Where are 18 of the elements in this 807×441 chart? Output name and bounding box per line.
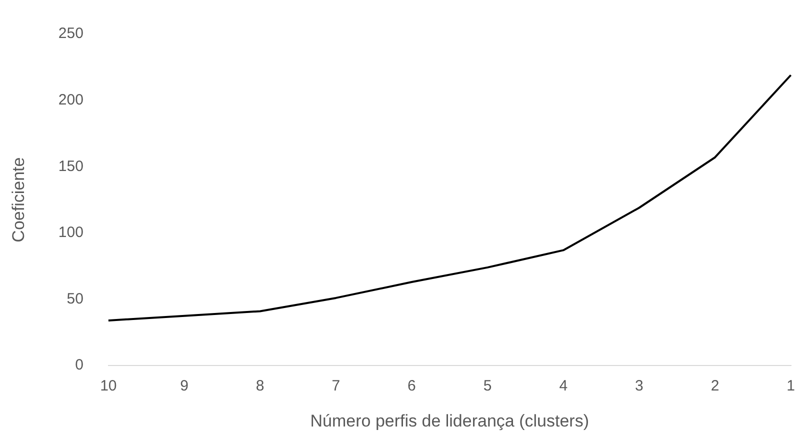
y-tick-label: 50 [66,290,84,308]
y-tick-label: 250 [58,25,84,42]
y-tick-label: 0 [75,356,84,374]
x-axis-title: Número perfis de liderança (clusters) [310,411,589,430]
x-tick-label: 10 [100,378,117,395]
y-axis-title: Coeficiente [8,157,28,242]
x-tick-label: 5 [483,378,492,395]
x-tick-label: 9 [180,378,188,395]
x-tick-label: 7 [332,378,340,395]
x-tick-label: 2 [710,378,720,395]
x-tick-label: 6 [408,378,416,395]
y-tick-label: 150 [58,158,84,175]
x-tick-label: 1 [786,378,795,395]
y-tick-label: 100 [58,224,84,242]
y-tick-label: 200 [58,91,84,108]
x-tick-label: 8 [256,378,264,395]
x-tick-label: 3 [635,378,644,395]
x-tick-label: 4 [559,378,568,395]
